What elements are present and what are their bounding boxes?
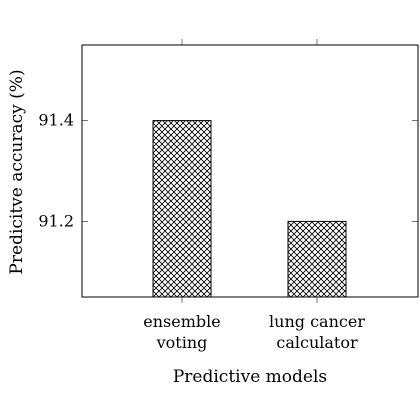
bar-0 (152, 120, 212, 298)
x-axis-label: Predictive models (173, 367, 327, 387)
y-axis-label: Predicitve accuracy (%) (7, 69, 27, 274)
x-tick-label-0: ensemble voting (143, 312, 220, 352)
plot-frame (81, 44, 419, 298)
x-tick-label-1: lung cancer calculator (269, 312, 365, 352)
bars-group (152, 120, 347, 298)
y-ticks-group: 91.2 91.4 (38, 111, 418, 230)
y-tick-label-0: 91.2 (38, 211, 74, 230)
x-ticks-group: ensemble voting lung cancer calculator (143, 39, 365, 352)
y-tick-label-1: 91.4 (38, 111, 74, 130)
bar-1 (287, 220, 347, 298)
